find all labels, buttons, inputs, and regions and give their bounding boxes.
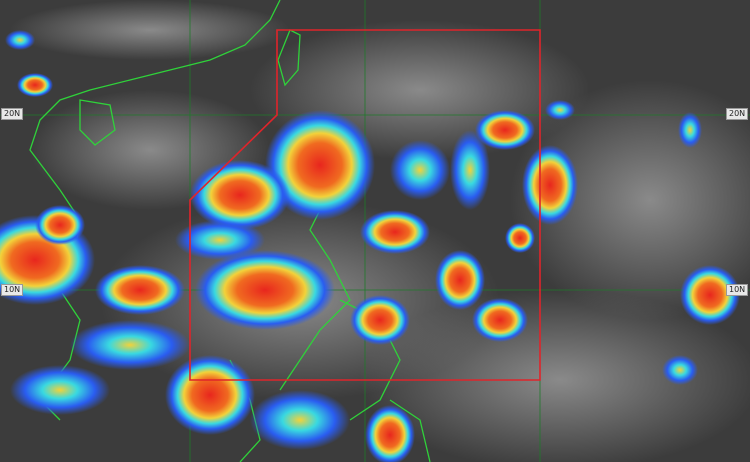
- latitude-label-20n-right: 20N: [726, 108, 749, 120]
- latitude-label-10n-left: 10N: [1, 284, 24, 296]
- area-of-responsibility-box: [189, 29, 541, 381]
- latitude-label-10n-right: 10N: [726, 284, 749, 296]
- convective-clouds: [0, 30, 740, 462]
- latitude-label-20n-left: 20N: [1, 108, 24, 120]
